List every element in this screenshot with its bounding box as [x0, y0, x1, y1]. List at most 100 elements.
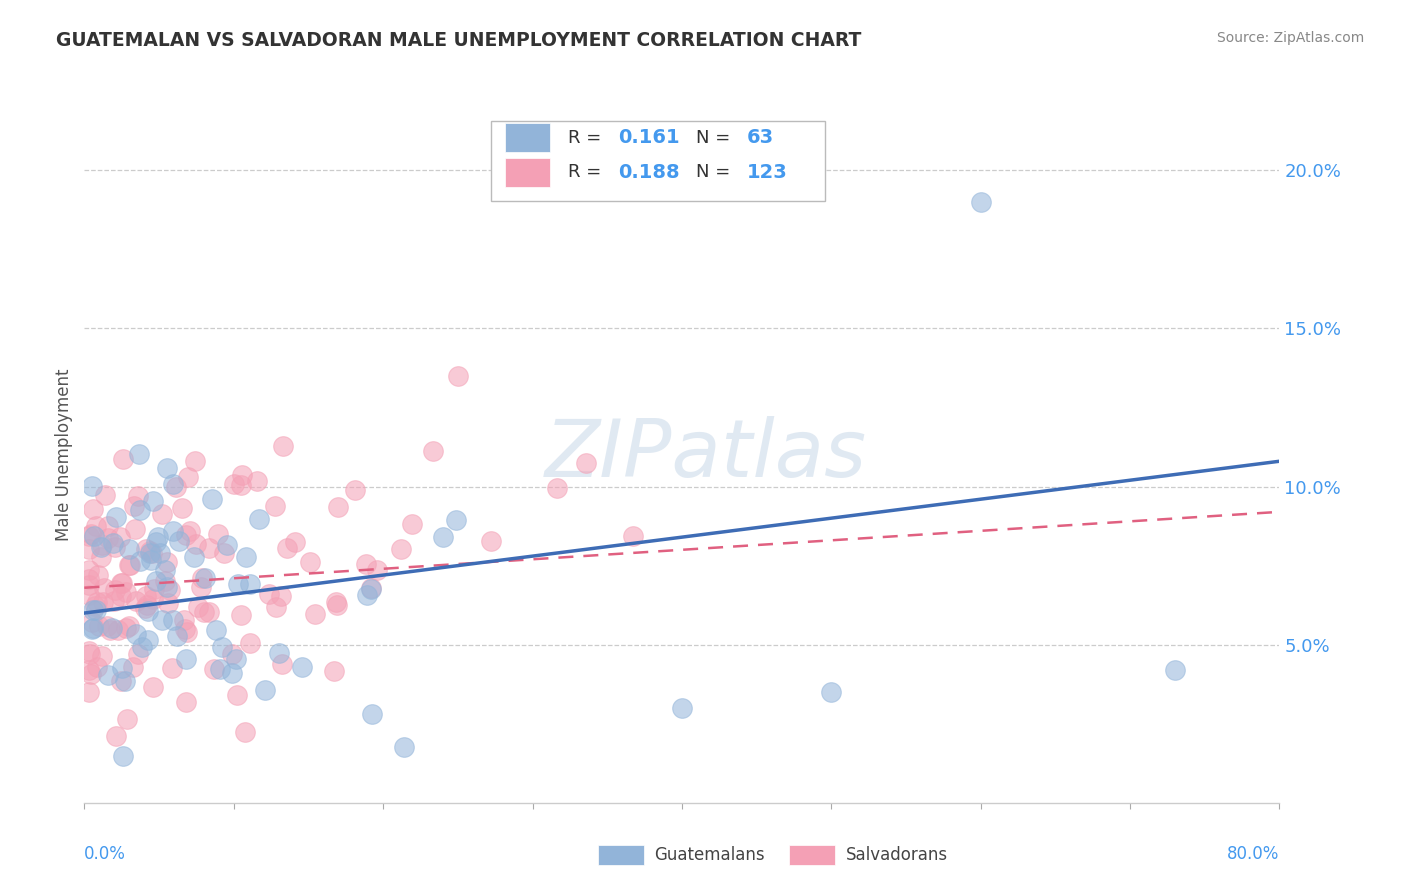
Point — [366, 563, 388, 577]
Point — [211, 640, 233, 654]
Point — [91, 594, 114, 608]
Point — [247, 512, 270, 526]
Point — [170, 501, 193, 516]
Point — [142, 681, 165, 695]
Point — [360, 706, 382, 721]
Point — [110, 576, 132, 591]
Point — [83, 529, 105, 543]
Point — [239, 636, 262, 650]
Point — [207, 526, 229, 541]
Point — [127, 648, 149, 662]
Point — [97, 519, 120, 533]
Point — [134, 601, 156, 615]
Text: 0.188: 0.188 — [619, 163, 681, 182]
Text: 0.161: 0.161 — [619, 128, 681, 147]
Point — [326, 599, 349, 613]
Point — [201, 492, 224, 507]
Point — [115, 712, 138, 726]
Point — [80, 615, 103, 629]
Point — [111, 575, 134, 590]
Point — [77, 572, 100, 586]
Point — [82, 603, 104, 617]
Point — [91, 538, 114, 552]
Point — [162, 613, 184, 627]
Point — [246, 474, 269, 488]
Point — [86, 660, 108, 674]
Point — [111, 661, 134, 675]
Point — [444, 513, 467, 527]
Point — [77, 684, 100, 698]
Bar — [599, 845, 644, 865]
Point — [103, 594, 125, 608]
Point — [93, 488, 115, 502]
Point — [104, 510, 127, 524]
Point — [291, 659, 314, 673]
Point — [156, 555, 179, 569]
Point — [135, 589, 157, 603]
Point — [215, 538, 238, 552]
Text: 63: 63 — [747, 128, 773, 147]
Text: GUATEMALAN VS SALVADORAN MALE UNEMPLOYMENT CORRELATION CHART: GUATEMALAN VS SALVADORAN MALE UNEMPLOYME… — [56, 31, 862, 50]
Point — [122, 660, 145, 674]
Point — [970, 194, 993, 209]
Point — [129, 502, 152, 516]
Point — [84, 599, 107, 613]
Point — [205, 624, 228, 638]
Point — [82, 621, 104, 635]
Point — [546, 481, 568, 495]
Point — [77, 577, 100, 591]
Point — [136, 604, 159, 618]
Point — [77, 588, 100, 602]
Point — [153, 564, 176, 578]
Point — [165, 480, 187, 494]
Point — [344, 483, 367, 497]
Point — [169, 533, 191, 548]
Point — [141, 546, 163, 560]
Point — [82, 502, 104, 516]
Text: 123: 123 — [747, 163, 787, 182]
Point — [79, 648, 101, 662]
Point — [1164, 663, 1187, 677]
Point — [184, 536, 207, 550]
Bar — [790, 845, 835, 865]
Point — [257, 586, 280, 600]
Point — [115, 584, 138, 599]
Point — [276, 541, 298, 556]
Point — [145, 574, 167, 588]
Point — [86, 595, 108, 609]
Point — [139, 543, 162, 558]
Point — [135, 542, 157, 557]
Point — [273, 439, 295, 453]
Point — [174, 652, 197, 666]
Point — [124, 522, 146, 536]
Point — [623, 529, 645, 543]
Point — [127, 489, 149, 503]
Point — [142, 582, 165, 597]
Point — [221, 647, 243, 661]
Point — [77, 664, 100, 678]
Point — [120, 558, 142, 572]
Point — [80, 622, 103, 636]
Point — [221, 665, 243, 680]
Point — [389, 541, 412, 556]
Point — [153, 574, 176, 588]
Point — [325, 595, 347, 609]
Text: 0.0%: 0.0% — [84, 845, 127, 863]
Point — [84, 603, 107, 617]
Point — [184, 454, 207, 468]
Point — [179, 524, 201, 538]
Point — [77, 644, 100, 658]
Point — [173, 614, 195, 628]
Text: Source: ZipAtlas.com: Source: ZipAtlas.com — [1216, 31, 1364, 45]
Point — [125, 594, 148, 608]
Point — [226, 689, 249, 703]
Point — [125, 627, 148, 641]
Point — [284, 535, 307, 549]
Point — [166, 630, 188, 644]
Point — [111, 748, 134, 763]
Point — [146, 530, 169, 544]
Point — [77, 564, 100, 578]
Point — [152, 507, 174, 521]
Point — [401, 517, 423, 532]
Point — [90, 541, 112, 555]
